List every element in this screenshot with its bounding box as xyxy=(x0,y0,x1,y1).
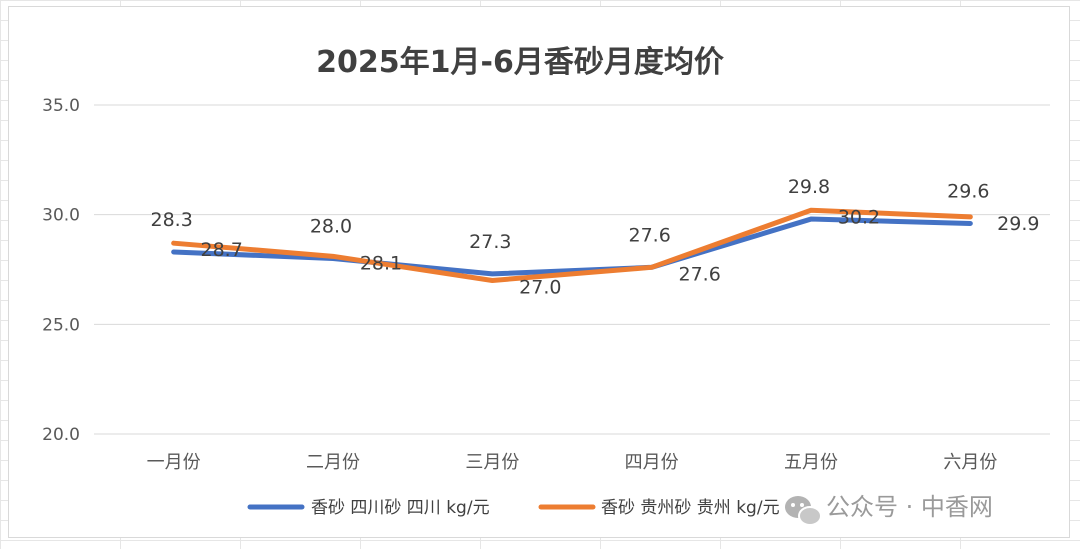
watermark: 公众号 · 中香网 xyxy=(785,493,993,526)
watermark-text: 公众号 · 中香网 xyxy=(826,493,993,521)
data-label-guizhou: 28.1 xyxy=(360,252,402,274)
x-tick-label: 一月份 xyxy=(147,452,201,473)
y-tick-label: 20.0 xyxy=(42,425,80,445)
data-label-sichuan: 29.8 xyxy=(788,176,830,198)
data-labels: 28.3 28.0 27.3 27.6 29.8 29.6 28.7 28.1 27.0 27.6… xyxy=(151,176,1040,298)
data-label-sichuan: 28.0 xyxy=(310,216,352,238)
data-label-sichuan: 29.6 xyxy=(947,180,989,202)
x-tick-label: 六月份 xyxy=(943,452,997,473)
data-label-guizhou: 29.9 xyxy=(997,213,1039,235)
data-label-guizhou: 30.2 xyxy=(838,206,880,228)
data-label-sichuan: 27.3 xyxy=(469,231,511,253)
data-label-guizhou: 27.0 xyxy=(519,276,561,298)
legend-label-guizhou: 香砂 贵州砂 贵州 kg/元 xyxy=(601,498,780,518)
data-label-sichuan: 28.3 xyxy=(151,209,193,231)
chart-title: 2025年1月-6月香砂月度均价 xyxy=(316,45,724,80)
y-tick-label: 25.0 xyxy=(42,315,80,335)
x-tick-label: 五月份 xyxy=(784,452,838,473)
y-tick-label: 30.0 xyxy=(42,206,80,226)
plot-series xyxy=(171,207,973,283)
data-label-sichuan: 27.6 xyxy=(629,224,671,246)
wechat-icon xyxy=(785,496,822,526)
y-tick-label: 35.0 xyxy=(42,96,80,116)
x-tick-label: 四月份 xyxy=(625,452,679,473)
x-axis: 一月份 二月份 三月份 四月份 五月份 六月份 xyxy=(147,452,998,473)
x-tick-label: 三月份 xyxy=(465,452,519,473)
data-label-guizhou: 28.7 xyxy=(201,239,243,261)
data-label-guizhou: 27.6 xyxy=(679,263,721,285)
x-tick-label: 二月份 xyxy=(306,452,360,473)
y-axis: 20.0 25.0 30.0 35.0 xyxy=(42,96,80,445)
series-line-guizhou xyxy=(171,207,973,283)
legend[interactable]: 香砂 四川砂 四川 kg/元 香砂 贵州砂 贵州 kg/元 xyxy=(247,498,780,518)
legend-label-sichuan: 香砂 四川砂 四川 kg/元 xyxy=(311,498,490,518)
series-line-sichuan xyxy=(171,216,973,277)
